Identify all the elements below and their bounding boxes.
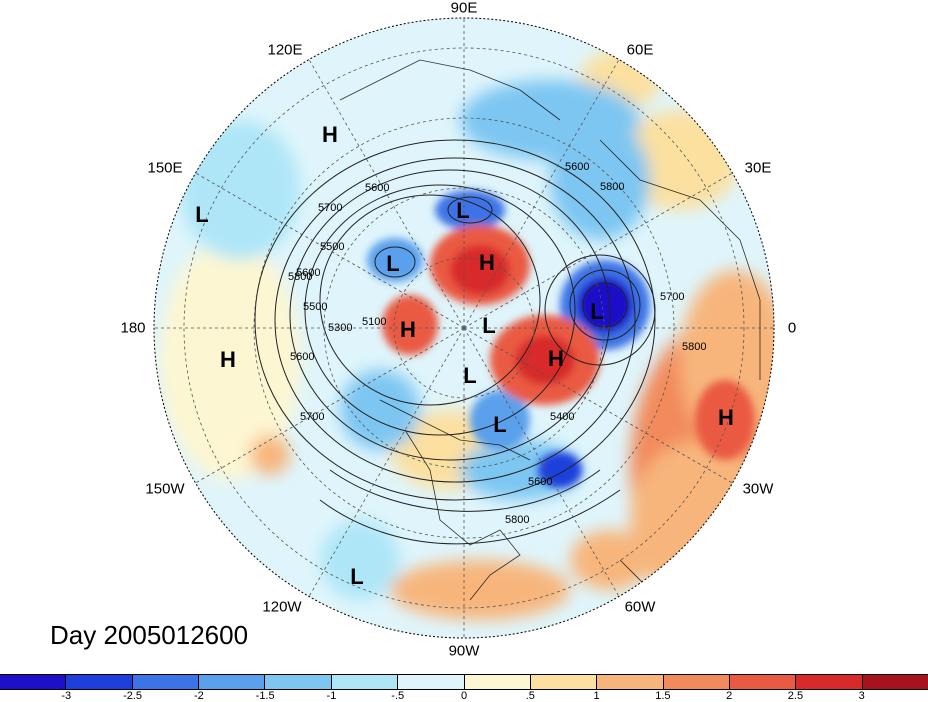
colorbar-segment (331, 675, 399, 689)
meridian-line (463, 59, 620, 329)
lon-label-60w: 60W (624, 598, 656, 616)
colorbar-tick-label: 1.5 (655, 690, 671, 702)
meridian-line (195, 327, 465, 484)
lon-label-30w: 30W (742, 480, 774, 498)
meridian-line (308, 59, 465, 329)
colorbar-segment (199, 675, 266, 689)
colorbar-tick-label: 0 (460, 690, 468, 702)
colorbar-segment (530, 675, 598, 689)
map-boundary (153, 17, 775, 639)
meridian-line (463, 327, 733, 484)
contour-label: 5600 (365, 182, 389, 194)
contour-label: 5600 (528, 476, 552, 488)
low-marker: L (482, 313, 496, 338)
colorbar-segment (796, 675, 863, 689)
colorbar-segment (862, 675, 928, 689)
colorbar-tick-label: -2 (193, 690, 204, 702)
meridian-line (308, 327, 465, 597)
colorbar-segment (597, 675, 664, 689)
colorbar (0, 674, 928, 690)
height-contours (254, 139, 656, 545)
lon-label-90w: 90W (448, 642, 480, 660)
colorbar-segment (729, 675, 797, 689)
low-marker: L (456, 198, 470, 223)
contour-label: 5700 (660, 291, 684, 303)
colorbar-segment (0, 675, 67, 689)
colorbar-tick-label: 3 (858, 690, 865, 702)
colorbar-tick-label: -3 (61, 690, 72, 702)
low-marker: L (386, 251, 400, 276)
lon-label-30e: 30E (744, 159, 772, 177)
meridian-line (463, 172, 733, 329)
low-marker: L (590, 299, 604, 324)
contour-label: 5500 (320, 241, 344, 253)
lon-label-120w: 120W (262, 598, 302, 616)
contour-label: 5100 (362, 316, 386, 328)
colorbar-segment (265, 675, 332, 689)
high-marker: H (220, 347, 236, 372)
contour-label: 5500 (303, 301, 327, 313)
contour-label: 5700 (300, 411, 324, 423)
lon-label-0: 0 (787, 319, 797, 337)
high-marker: H (548, 346, 564, 371)
meridian-line (195, 172, 465, 329)
colorbar-tick-label: .5 (525, 690, 535, 702)
day-title: Day 2005012600 (50, 620, 249, 650)
colorbar-segment (66, 675, 133, 689)
contour-label: 5600 (296, 267, 320, 279)
colorbar-segment (464, 675, 531, 689)
contour-label: 5400 (550, 411, 574, 423)
high-marker: H (322, 122, 338, 147)
colorbar-segment (132, 675, 200, 689)
lon-label-60e: 60E (626, 41, 654, 59)
contour-label: 5800 (505, 514, 529, 526)
colorbar-tick-label: 1 (593, 690, 600, 702)
colorbar-tick-label: -1 (326, 690, 337, 702)
contour-label: 5700 (318, 202, 342, 214)
contour-label: 5300 (328, 322, 352, 334)
lon-label-120e: 120E (267, 41, 303, 59)
colorbar-tick-label: 2.5 (787, 690, 804, 702)
colorbar-segment (398, 675, 465, 689)
lon-label-150w: 150W (145, 480, 185, 498)
contour-label: 5800 (682, 341, 706, 353)
anomaly-field (154, 18, 774, 638)
contour-label: 5600 (290, 351, 314, 363)
low-marker: L (493, 412, 507, 437)
meridian-line (463, 327, 620, 597)
colorbar-tick-label: -2.5 (123, 690, 143, 702)
lon-label-150e: 150E (147, 159, 183, 177)
high-marker: H (718, 405, 734, 430)
lon-label-90e: 90E (450, 0, 478, 17)
low-marker: L (350, 564, 364, 589)
contour-label: 5600 (565, 161, 589, 173)
high-marker: H (479, 250, 495, 275)
high-marker: H (400, 317, 416, 342)
low-marker: L (463, 363, 477, 388)
colorbar-tick-label: -1.5 (255, 690, 275, 702)
colorbar-tick-label: 2 (726, 690, 733, 702)
colorbar-segment (663, 675, 730, 689)
colorbar-tick-label: -.5 (391, 690, 405, 702)
contour-label: 5800 (288, 271, 312, 283)
lon-label-180: 180 (120, 319, 146, 337)
low-marker: L (195, 202, 209, 227)
contour-label: 5800 (600, 181, 624, 193)
